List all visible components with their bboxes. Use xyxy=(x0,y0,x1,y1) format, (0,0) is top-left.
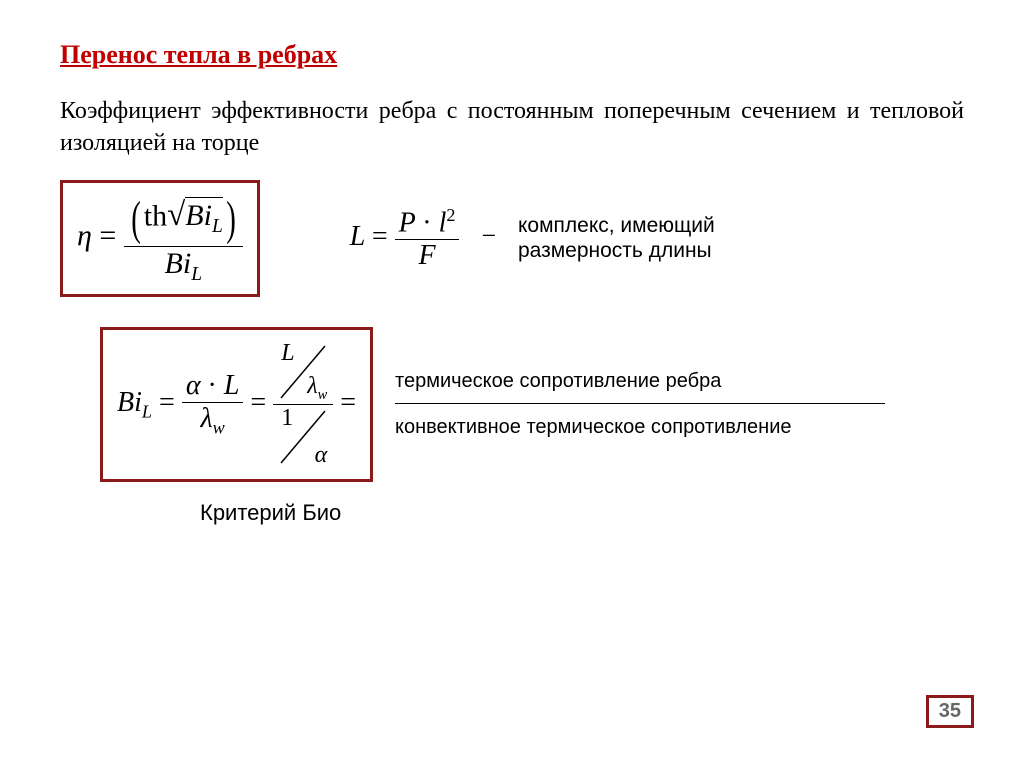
dot1: · xyxy=(422,207,431,238)
sqrt-bi-sub: L xyxy=(212,216,223,237)
label-top: термическое сопротивление ребра xyxy=(395,370,885,404)
r2-den: α xyxy=(315,442,328,469)
L-definition: L = P · l2 F − комплекс, имеющий размерн… xyxy=(350,205,715,272)
note-dash: − xyxy=(481,221,496,250)
bi-alpha: α xyxy=(186,370,201,401)
eta-symbol: η xyxy=(77,219,92,252)
den-bi: Bi xyxy=(165,247,192,280)
bi-L: L xyxy=(224,370,240,401)
bi-lhs-sub: L xyxy=(142,401,152,421)
page-number: 35 xyxy=(926,695,974,728)
section-title: Перенос тепла в ребрах xyxy=(60,40,974,70)
ratio-labels: термическое сопротивление ребра конвекти… xyxy=(395,370,885,439)
L-note: − комплекс, имеющий размерность длины xyxy=(477,213,714,263)
L-num-exp: 2 xyxy=(446,205,455,225)
den-bi-sub: L xyxy=(191,264,202,285)
note-line2: размерность длины xyxy=(518,239,712,262)
biot-formula-box: BiL = α · L λw = L λw xyxy=(100,327,373,482)
sqrt-bi: Bi xyxy=(185,199,212,232)
bi-lambda-sub: w xyxy=(213,418,225,438)
L-lhs: L xyxy=(350,221,365,252)
label-bottom: конвективное термическое сопротивление xyxy=(395,416,885,439)
tanh-func: th xyxy=(144,199,167,232)
L-den-F: F xyxy=(395,240,460,272)
r1-den: λ xyxy=(307,373,317,399)
intro-paragraph: Коэффициент эффективности ребра с постоя… xyxy=(60,95,964,160)
L-num-P: P xyxy=(399,207,416,238)
biot-caption: Критерий Био xyxy=(200,500,974,526)
r1-den-sub: w xyxy=(318,387,328,403)
bi-lhs: Bi xyxy=(117,387,142,418)
row-equations-1: η = (th√BiL) BiL L = P · l2 xyxy=(60,180,974,297)
biot-row: BiL = α · L λw = L λw xyxy=(100,327,974,482)
bi-dot: · xyxy=(208,370,217,401)
bi-lambda: λ xyxy=(200,403,212,434)
eta-formula-box: η = (th√BiL) BiL xyxy=(60,180,260,297)
note-line1: комплекс, имеющий xyxy=(518,214,715,237)
